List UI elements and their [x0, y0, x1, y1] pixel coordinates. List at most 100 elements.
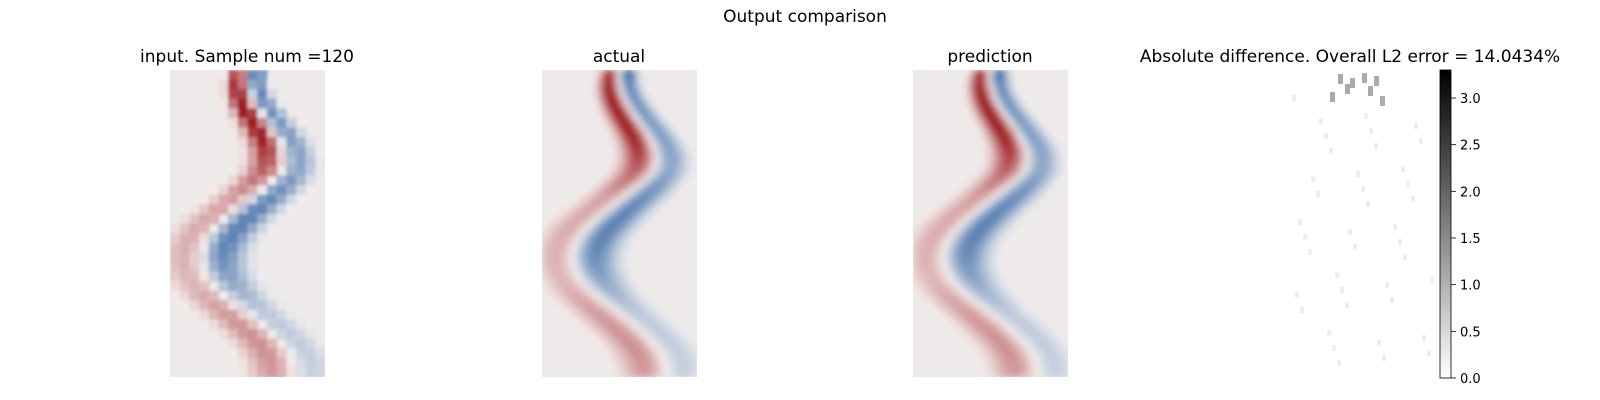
- heatmap-cell: [975, 112, 980, 117]
- heatmap-cell: [936, 211, 941, 217]
- heatmap-cell: [963, 77, 968, 83]
- heatmap-cell: [650, 177, 655, 182]
- heatmap-cell: [990, 200, 995, 205]
- heatmap-cell: [1044, 173, 1050, 179]
- heatmap-cell: [986, 319, 992, 324]
- heatmap-cell: [967, 315, 972, 321]
- heatmap-cell: [565, 292, 570, 298]
- heatmap-cell: [1013, 192, 1019, 198]
- heatmap-cell: [596, 112, 601, 117]
- heatmap-cell: [611, 361, 617, 367]
- heatmap-cell: [654, 123, 659, 129]
- heatmap-cell: [247, 233, 258, 244]
- heatmap-cell: [266, 223, 278, 234]
- heatmap-cell: [963, 227, 968, 232]
- heatmap-cell: [982, 154, 988, 159]
- heatmap-cell: [257, 223, 268, 234]
- heatmap-cell: [623, 330, 628, 336]
- heatmap-cell: [967, 231, 972, 236]
- heatmap-cell: [549, 215, 555, 221]
- heatmap-cell: [654, 357, 659, 363]
- heatmap-cell: [998, 119, 1003, 125]
- heatmap-cell: [549, 254, 555, 259]
- heatmap-cell: [994, 200, 999, 205]
- heatmap-cell: [604, 238, 609, 244]
- heatmap-cell: [986, 330, 992, 336]
- heatmap-cell: [1052, 177, 1057, 182]
- heatmap-cell: [936, 300, 941, 305]
- heatmap-cell: [266, 357, 278, 368]
- heatmap-cell: [631, 288, 636, 294]
- heatmap-cell: [986, 127, 992, 132]
- heatmap-cell: [635, 188, 640, 194]
- heatmap-cell: [994, 365, 999, 370]
- heatmap-cell: [1048, 173, 1054, 179]
- heatmap-cell: [623, 254, 628, 259]
- heatmap-cell: [611, 350, 617, 355]
- heatmap-cell: [1002, 112, 1007, 117]
- heatmap-cell: [990, 177, 995, 182]
- heatmap-cell: [607, 250, 613, 255]
- heatmap-cell: [1025, 361, 1030, 367]
- heatmap-cell: [588, 273, 593, 278]
- heatmap-cell: [623, 246, 628, 251]
- heatmap-cell: [998, 146, 1003, 152]
- heatmap-cell: [990, 242, 995, 248]
- heatmap-cell: [615, 188, 621, 194]
- heatmap-cell: [1025, 342, 1030, 347]
- heatmap-cell: [631, 116, 636, 121]
- heatmap-cell: [295, 137, 307, 148]
- heatmap-cell: [623, 357, 628, 363]
- heatmap-cell: [967, 342, 972, 347]
- heatmap-cell: [642, 162, 648, 167]
- heatmap-cell: [611, 330, 617, 336]
- heatmap-cell: [631, 219, 636, 225]
- heatmap-cell: [666, 169, 671, 175]
- heatmap-cell: [1006, 361, 1011, 367]
- heatmap-cell: [635, 304, 640, 309]
- heatmap-cell: [658, 369, 663, 374]
- heatmap-cell: [1009, 112, 1015, 117]
- heatmap-cell: [619, 292, 624, 298]
- heatmap-cell: [553, 227, 559, 232]
- heatmap-cell: [1056, 146, 1061, 152]
- heatmap-cell: [631, 227, 636, 232]
- heatmap-cell: [635, 223, 640, 228]
- heatmap-cell: [662, 139, 667, 144]
- heatmap-cell: [1044, 327, 1050, 332]
- heatmap-cell: [689, 334, 694, 340]
- heatmap-cell: [1006, 196, 1011, 202]
- heatmap-cell: [963, 208, 968, 213]
- heatmap-cell: [1021, 319, 1026, 324]
- heatmap-cell: [681, 350, 686, 355]
- heatmap-cell: [662, 346, 667, 351]
- heatmap-cell: [573, 235, 578, 240]
- heatmap-cell: [951, 254, 957, 259]
- heatmap-cell: [1060, 146, 1065, 152]
- heatmap-cell: [638, 139, 644, 144]
- heatmap-cell: [596, 334, 601, 340]
- heatmap-cell: [580, 319, 586, 324]
- heatmap-cell: [666, 327, 671, 332]
- heatmap-cell: [635, 142, 640, 148]
- heatmap-cell: [971, 319, 976, 324]
- heatmap-cell: [557, 273, 562, 278]
- heatmap-cell: [600, 116, 605, 121]
- heatmap-cell: [619, 142, 624, 148]
- heatmap-cell: [944, 204, 949, 209]
- heatmap-cell: [916, 258, 922, 263]
- heatmap-cell: [959, 273, 964, 278]
- heatmap-cell: [1021, 158, 1026, 163]
- heatmap-cell: [1037, 196, 1042, 202]
- heatmap-cell: [638, 315, 644, 321]
- heatmap-cell: [986, 307, 992, 313]
- heatmap-cell: [978, 77, 984, 83]
- heatmap-cell: [982, 277, 988, 282]
- heatmap-cell: [998, 215, 1003, 221]
- heatmap-cell: [631, 357, 636, 363]
- heatmap-cell: [1006, 319, 1011, 324]
- heatmap-cell: [604, 323, 609, 328]
- heatmap-cell: [604, 284, 609, 290]
- heatmap-cell: [673, 154, 679, 159]
- heatmap-cell: [549, 261, 555, 267]
